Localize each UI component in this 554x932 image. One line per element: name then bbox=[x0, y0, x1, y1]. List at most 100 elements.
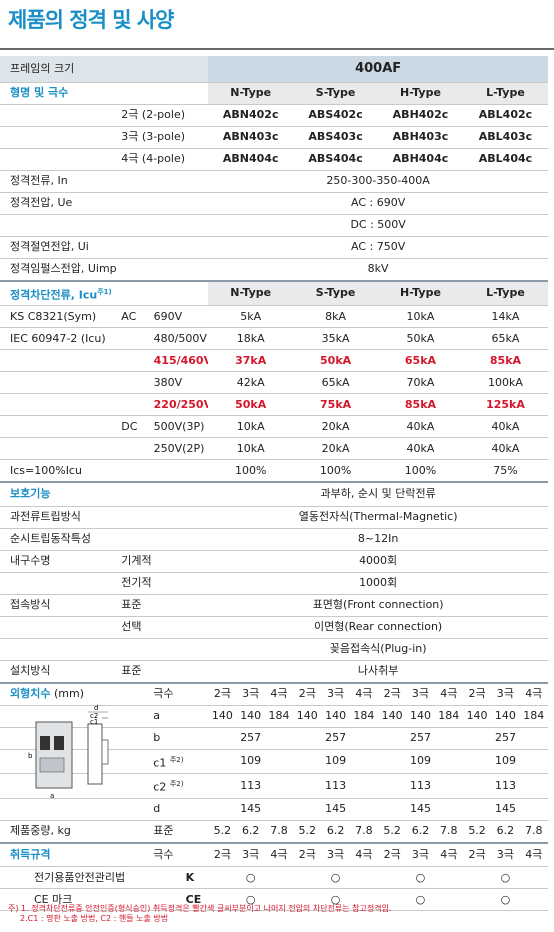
type-header: H-Type bbox=[378, 82, 463, 105]
dim-cell: 113 bbox=[378, 773, 463, 799]
icu-cell: 85kA bbox=[378, 393, 463, 417]
pole-col: 3극 bbox=[406, 841, 435, 868]
weight-cell: 5.2 bbox=[462, 820, 492, 844]
dim-d-row: d 145 145 145 145 bbox=[0, 798, 548, 821]
icu-label-text: 정격차단전류, Icu bbox=[10, 288, 98, 302]
diag-label-c2: c2 bbox=[90, 712, 98, 720]
pole-label: 3극 (3-pole) bbox=[119, 126, 209, 149]
breaker-dimension-diagram: d c2 c1 a b bbox=[28, 704, 109, 800]
trip-row: 과전류트립방식 열동전자식(Thermal-Magnetic) bbox=[0, 506, 548, 529]
pole-col: 2극 bbox=[462, 841, 492, 868]
icu-cell: 37kA bbox=[208, 349, 294, 373]
pole-label: 4극 (4-pole) bbox=[119, 148, 209, 171]
pole-label: 2극 (2-pole) bbox=[119, 104, 209, 127]
life-mech-value: 4000회 bbox=[208, 550, 548, 573]
dim-c2-row: c2 주2) 113 113 113 113 bbox=[0, 773, 548, 799]
weight-cell: 5.2 bbox=[293, 820, 322, 844]
icu-cell: 75kA bbox=[293, 393, 379, 417]
icu-header-row: 정격차단전류, Icu주1) N-Type S-Type H-Type L-Ty… bbox=[0, 279, 548, 307]
dim-cell: 140 bbox=[406, 705, 435, 728]
life-elec-label: 전기적 bbox=[119, 572, 209, 595]
ue-dc-row: DC : 500V bbox=[0, 214, 548, 237]
type-header: H-Type bbox=[378, 279, 463, 307]
type-header: S-Type bbox=[293, 279, 379, 307]
dim-note: 주2) bbox=[169, 755, 184, 764]
weight-cell: 6.2 bbox=[491, 820, 520, 844]
cert-ce-row: CE 마크 CE ○ ○ ○ ○ bbox=[0, 888, 548, 912]
voltage: 690V bbox=[151, 305, 209, 329]
ac-label: AC bbox=[119, 305, 152, 329]
weight-row: 제품중량, kg 표준 5.2 6.2 7.8 5.2 6.2 7.8 5.2 6.2 7.… bbox=[0, 820, 548, 844]
dim-cell: 140 bbox=[236, 705, 265, 728]
dims-header-row: 외형치수 (mm) 극수 2극 3극 4극 2극 3극 4극 2극 3극 4극 2극 3극 4극 bbox=[0, 681, 548, 706]
icu-row-certified: 415/460V 37kA 50kA 65kA 85kA bbox=[0, 349, 548, 373]
pole-col: 3극 bbox=[236, 841, 265, 868]
dim-label: c1 주2) bbox=[119, 749, 209, 775]
icu-row: KS C8321(Sym) AC 690V 5kA 8kA 10kA 14kA bbox=[0, 305, 548, 329]
ics-cell: 75% bbox=[462, 459, 548, 483]
in-label: 정격전류, In bbox=[0, 170, 209, 193]
icu-cell: 85kA bbox=[462, 349, 548, 373]
check-mark: ○ bbox=[462, 866, 548, 890]
trip-value: 열동전자식(Thermal-Magnetic) bbox=[208, 506, 548, 529]
std-ks: KS C8321(Sym) bbox=[0, 305, 120, 329]
pole-col: 4극 bbox=[434, 841, 463, 868]
dim-cell: 257 bbox=[293, 727, 379, 750]
footnote-line-1: 주) 1. 정격차단전류중 안전인증(형식승인) 취득정격은 빨간색 글씨부분이… bbox=[8, 904, 392, 913]
pole-col: 4극 bbox=[519, 681, 548, 706]
check-mark: ○ bbox=[378, 866, 463, 890]
dim-cell: 109 bbox=[208, 749, 294, 775]
inst-value: 8~12In bbox=[208, 528, 548, 551]
type-header: S-Type bbox=[293, 82, 379, 105]
check-mark: ○ bbox=[208, 888, 294, 912]
type-header: N-Type bbox=[208, 82, 294, 105]
weight-cell: 7.8 bbox=[349, 820, 379, 844]
dims-unit: (mm) bbox=[53, 687, 84, 701]
pole-col: 4극 bbox=[349, 681, 379, 706]
pole-col: 4극 bbox=[264, 841, 294, 868]
dim-cell: 109 bbox=[462, 749, 548, 775]
poles-label: 극수 bbox=[119, 681, 209, 706]
model-row: 4극 (4-pole) ABN404c ABS404c ABH404c ABL4… bbox=[0, 148, 548, 171]
check-mark: ○ bbox=[293, 888, 379, 912]
dim-cell: 140 bbox=[208, 705, 237, 728]
pole-col: 3극 bbox=[491, 841, 520, 868]
ue-ac: AC : 690V bbox=[208, 192, 548, 215]
dim-cell: 145 bbox=[378, 798, 463, 821]
icu-cell: 8kA bbox=[293, 305, 379, 329]
dim-cell: 109 bbox=[293, 749, 379, 775]
model-header-row: 형명 및 극수 N-Type S-Type H-Type L-Type bbox=[0, 82, 548, 105]
check-mark: ○ bbox=[378, 888, 463, 912]
ics-label: Ics=100%Icu bbox=[0, 459, 209, 483]
icu-cell: 40kA bbox=[462, 437, 548, 461]
icu-cell: 10kA bbox=[208, 437, 294, 461]
voltage: 380V bbox=[151, 371, 209, 395]
inst-row: 순시트립동작특성 8~12In bbox=[0, 528, 548, 551]
frame-row: 프레임의 크기 400AF bbox=[0, 56, 548, 83]
diag-label-c1: c1 bbox=[90, 718, 98, 726]
conn-row: 접속방식 표준 표면형(Front connection) bbox=[0, 594, 548, 617]
model-row: 3극 (3-pole) ABN403c ABS403c ABH403c ABL4… bbox=[0, 126, 548, 149]
voltage: 220/250V bbox=[151, 393, 209, 417]
ics-cell: 100% bbox=[208, 459, 294, 483]
pole-col: 3극 bbox=[321, 681, 350, 706]
type-header: L-Type bbox=[462, 279, 548, 307]
weight-cell: 7.8 bbox=[519, 820, 548, 844]
icu-cell: 20kA bbox=[293, 437, 379, 461]
dim-cell: 184 bbox=[264, 705, 294, 728]
dim-cell: 145 bbox=[462, 798, 548, 821]
icu-cell: 42kA bbox=[208, 371, 294, 395]
model-label: 형명 및 극수 bbox=[0, 82, 209, 105]
icu-cell: 125kA bbox=[462, 393, 548, 417]
dim-label: b bbox=[119, 727, 209, 750]
icu-cell: 35kA bbox=[293, 327, 379, 351]
weight-cell: 6.2 bbox=[236, 820, 265, 844]
in-value: 250-300-350-400A bbox=[208, 170, 548, 193]
icu-cell: 70kA bbox=[378, 371, 463, 395]
cert-kc-label: 전기용품안전관리법 bbox=[0, 866, 152, 890]
voltage: 415/460V bbox=[151, 349, 209, 373]
footnote: 주) 1. 정격차단전류중 안전인증(형식승인) 취득정격은 빨간색 글씨부분이… bbox=[8, 904, 392, 924]
ue-dc: DC : 500V bbox=[208, 214, 548, 237]
pole-col: 3극 bbox=[321, 841, 350, 868]
model-cell: ABH404c bbox=[378, 148, 463, 171]
